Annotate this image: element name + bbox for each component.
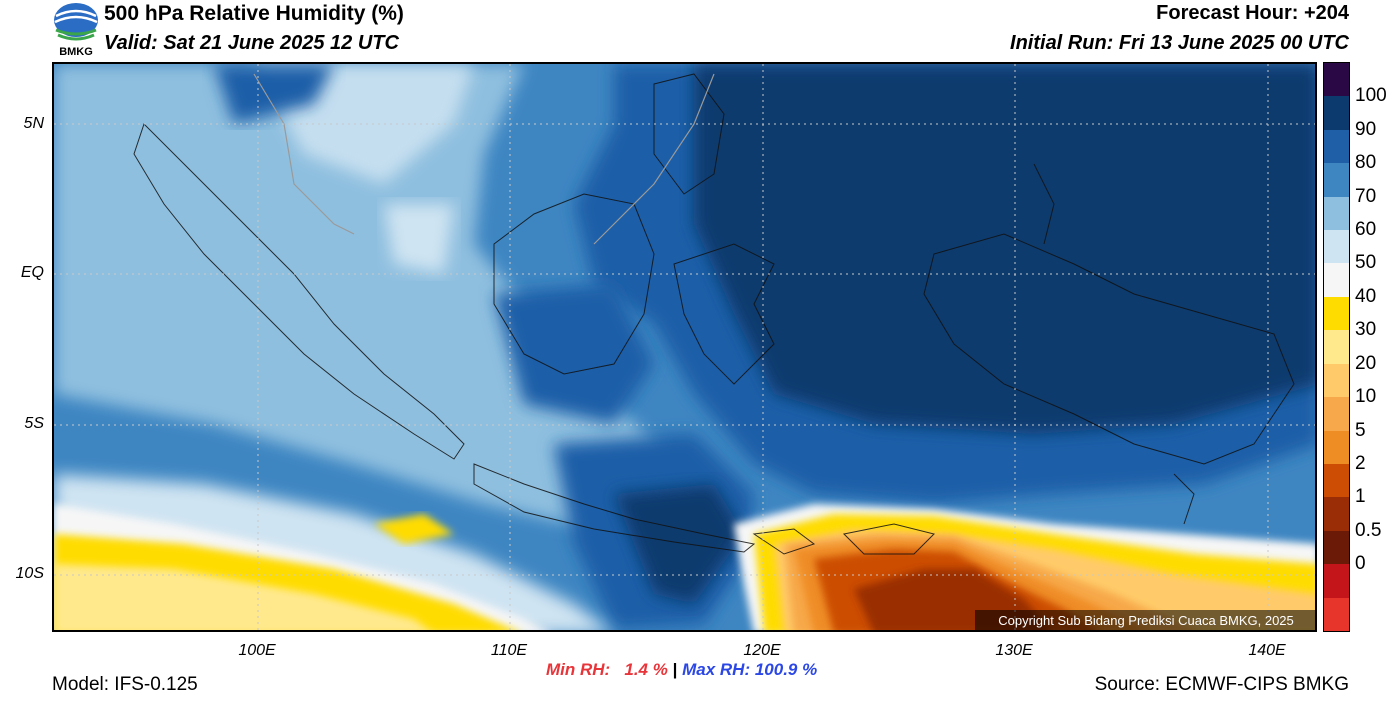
colorbar-label: 1: [1355, 486, 1366, 508]
colorbar-label: 10: [1355, 386, 1377, 408]
colorbar-label: 2: [1355, 452, 1366, 474]
colorbar-segment: [1324, 163, 1349, 198]
colorbar-segment: [1324, 263, 1349, 298]
colorbar-segment: [1324, 63, 1349, 97]
lat-label-5n: 5N: [23, 115, 44, 132]
lon-label-120e: 120E: [743, 642, 781, 659]
lon-label-140e: 140E: [1248, 642, 1286, 659]
colorbar-segment: [1324, 363, 1349, 398]
colorbar-segment: [1324, 129, 1349, 164]
colorbar-segment: [1324, 497, 1349, 532]
stats-separator: |: [672, 660, 678, 679]
bmkg-logo: BMKG: [52, 2, 100, 60]
colorbar-label: 40: [1355, 285, 1377, 307]
colorbar-segment: [1324, 230, 1349, 264]
colorbar-label: 80: [1355, 152, 1377, 174]
colorbar-label: 100: [1355, 85, 1387, 107]
lon-label-100e: 100E: [238, 642, 276, 659]
colorbar-segment: [1324, 430, 1349, 465]
colorbar-label: 50: [1355, 252, 1377, 274]
colorbar-segment: [1324, 530, 1349, 565]
initial-run: Initial Run: Fri 13 June 2025 00 UTC: [1010, 32, 1349, 54]
min-rh: Min RH: 1.4 %: [546, 660, 668, 679]
colorbar-segment: [1324, 96, 1349, 131]
chart-title: 500 hPa Relative Humidity (%): [104, 2, 404, 25]
colorbar-label: 0: [1355, 553, 1366, 575]
colorbar-label: 90: [1355, 118, 1377, 140]
humidity-field: [54, 64, 1315, 630]
colorbar-segment: [1324, 463, 1349, 498]
valid-time: Valid: Sat 21 June 2025 12 UTC: [104, 32, 399, 54]
max-rh: Max RH: 100.9 %: [682, 660, 818, 679]
colorbar-label: 30: [1355, 319, 1377, 341]
lat-label-5s: 5S: [24, 415, 44, 432]
lat-label-10s: 10S: [15, 565, 44, 582]
colorbar-segment: [1324, 296, 1349, 331]
lat-label-eq: EQ: [20, 264, 44, 281]
lon-label-110e: 110E: [490, 642, 528, 659]
colorbar-label: 0.5: [1355, 519, 1382, 541]
colorbar: [1323, 62, 1350, 632]
lon-label-130e: 130E: [995, 642, 1033, 659]
colorbar-segment: [1324, 330, 1349, 365]
logo-text: BMKG: [59, 46, 93, 58]
forecast-hour: Forecast Hour: +204: [1156, 2, 1349, 24]
bmkg-logo-icon: [54, 3, 98, 41]
colorbar-segment: [1324, 397, 1349, 432]
colorbar-segment: [1324, 564, 1349, 599]
rh-stats: Min RH: 1.4 % | Max RH: 100.9 %: [546, 660, 817, 680]
source-label: Source: ECMWF-CIPS BMKG: [1094, 674, 1349, 695]
colorbar-segment: [1324, 597, 1349, 632]
colorbar-segment: [1324, 196, 1349, 231]
colorbar-label: 70: [1355, 185, 1377, 207]
colorbar-label: 20: [1355, 352, 1377, 374]
copyright-notice: Copyright Sub Bidang Prediksi Cuaca BMKG…: [975, 610, 1317, 632]
colorbar-label: 5: [1355, 419, 1366, 441]
humidity-map: [52, 62, 1317, 632]
colorbar-label: 60: [1355, 219, 1377, 241]
model-label: Model: IFS-0.125: [52, 674, 198, 695]
